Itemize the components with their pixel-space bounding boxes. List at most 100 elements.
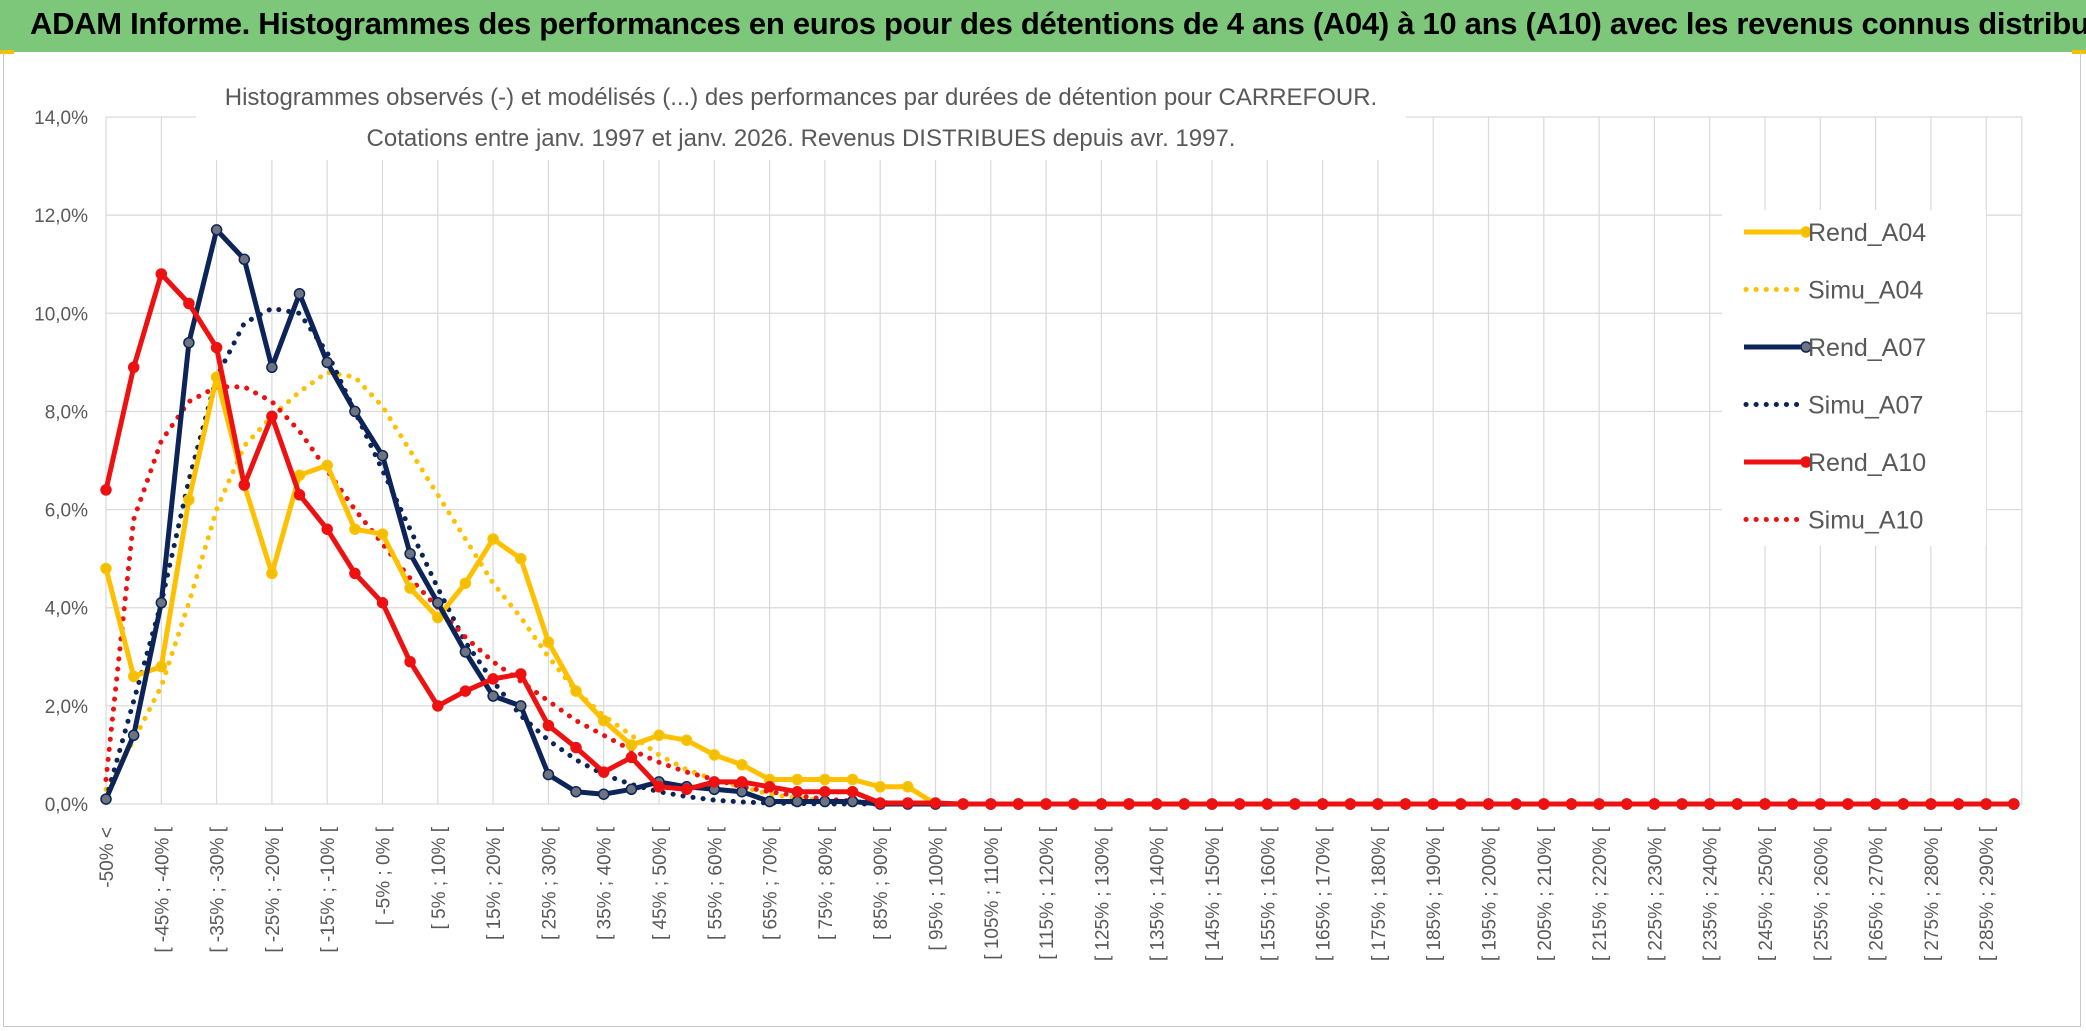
x-tick-label: [ -35% ; -30% [ xyxy=(208,826,229,952)
chart-subtitle: Cotations entre janv. 1997 et janv. 2026… xyxy=(367,125,1236,152)
data-point xyxy=(432,597,444,609)
data-point xyxy=(819,785,831,798)
y-tick-label: 8,0% xyxy=(45,402,88,423)
data-point xyxy=(210,224,223,236)
data-point xyxy=(1565,798,1578,810)
x-tick-label: [ 255% ; 260% [ xyxy=(1811,826,1832,961)
data-point xyxy=(349,523,361,535)
data-point xyxy=(791,785,804,798)
chart-title-background xyxy=(196,76,1406,160)
legend-item-Rend_A07: Rend_A07 xyxy=(1744,334,1926,362)
data-point xyxy=(957,798,969,810)
data-point xyxy=(293,287,306,300)
data-point xyxy=(404,655,416,668)
data-point xyxy=(1206,798,1218,810)
data-point xyxy=(570,685,582,697)
data-point xyxy=(846,773,859,786)
data-point xyxy=(183,494,195,506)
data-point xyxy=(902,797,914,809)
data-point xyxy=(1123,798,1135,810)
data-point xyxy=(597,766,610,778)
x-tick-label: [ 85% ; 90% [ xyxy=(871,826,892,940)
x-tick-label: [ -25% ; -20% [ xyxy=(263,826,284,952)
x-tick-label: [ 115% ; 120% [ xyxy=(1037,826,1058,959)
data-point xyxy=(1316,798,1329,810)
data-point xyxy=(542,719,555,732)
data-point xyxy=(127,361,140,374)
y-tick-label: 0,0% xyxy=(45,795,88,816)
x-tick-label: [ 265% ; 270% [ xyxy=(1867,826,1888,961)
x-tick-label: [ 285% ; 290% [ xyxy=(1977,826,1998,961)
data-point xyxy=(100,793,112,805)
data-point xyxy=(1676,798,1688,810)
data-point xyxy=(1178,798,1191,810)
x-tick-label: [ 35% ; 40% [ xyxy=(595,826,616,940)
chart-series xyxy=(100,224,2020,810)
data-point xyxy=(819,773,831,786)
legend-marker xyxy=(1800,341,1812,353)
data-point xyxy=(238,253,251,266)
data-point xyxy=(570,741,582,754)
x-tick-label: [ 125% ; 130% [ xyxy=(1092,826,1113,961)
data-point xyxy=(846,785,859,798)
chart-title: Histogrammes observés (-) et modélisés (… xyxy=(225,84,1377,111)
data-point xyxy=(100,562,112,575)
data-point xyxy=(404,547,416,560)
legend-item-Simu_A10: Simu_A10 xyxy=(1743,507,1923,535)
data-point xyxy=(1897,798,1910,810)
data-point xyxy=(155,268,168,280)
data-point xyxy=(1399,798,1412,810)
x-tick-label: [ -45% ; -40% [ xyxy=(152,826,173,952)
data-point xyxy=(404,582,416,594)
data-point xyxy=(625,751,638,764)
data-point xyxy=(1095,798,1108,810)
x-tick-label: [ 275% ; 280% [ xyxy=(1922,826,1943,961)
chart-frame xyxy=(3,52,2081,1027)
data-point xyxy=(238,479,251,491)
data-point xyxy=(266,567,278,580)
data-point xyxy=(763,781,776,793)
legend-label: Rend_A07 xyxy=(1808,334,1926,362)
data-point xyxy=(266,361,278,374)
data-point xyxy=(1980,798,1992,810)
data-point xyxy=(1040,798,1052,810)
data-point xyxy=(708,749,721,761)
data-point xyxy=(1510,798,1522,810)
data-point xyxy=(155,597,168,609)
x-tick-label: [ 235% ; 240% [ xyxy=(1701,826,1722,961)
y-tick-label: 6,0% xyxy=(45,501,88,522)
data-point xyxy=(2008,798,2020,810)
data-point xyxy=(127,729,140,742)
x-tick-label: [ 175% ; 180% [ xyxy=(1369,826,1390,961)
y-tick-label: 2,0% xyxy=(45,697,88,718)
data-point xyxy=(708,776,721,788)
data-point xyxy=(515,552,527,565)
x-tick-label: [ 55% ; 60% [ xyxy=(705,826,726,940)
data-point xyxy=(791,773,804,786)
legend-marker xyxy=(1800,226,1812,238)
legend-background xyxy=(1722,210,1986,546)
data-point xyxy=(846,795,859,808)
data-point xyxy=(625,783,638,796)
y-tick-label: 12,0% xyxy=(34,206,88,227)
data-point xyxy=(487,673,499,685)
data-point xyxy=(542,636,555,648)
data-point xyxy=(1289,798,1301,810)
data-point xyxy=(1952,798,1965,810)
x-tick-label: [ 215% ; 220% [ xyxy=(1590,826,1611,961)
data-point xyxy=(1731,798,1744,810)
data-point xyxy=(1814,798,1827,810)
legend-item-Simu_A04: Simu_A04 xyxy=(1743,277,1923,305)
data-point xyxy=(321,459,333,472)
series-line xyxy=(103,271,2014,807)
series-Rend_A10 xyxy=(100,268,2020,810)
data-point xyxy=(349,567,361,580)
legend-label: Simu_A07 xyxy=(1808,392,1923,420)
x-tick-label: [ 205% ; 210% [ xyxy=(1535,826,1556,961)
data-point xyxy=(570,785,582,798)
x-tick-label: [ 225% ; 230% [ xyxy=(1645,826,1666,961)
x-tick-label: [ 145% ; 150% [ xyxy=(1203,826,1224,961)
x-tick-label: [ 185% ; 190% [ xyxy=(1424,826,1445,961)
data-point xyxy=(763,795,776,808)
data-point xyxy=(1621,798,1633,810)
